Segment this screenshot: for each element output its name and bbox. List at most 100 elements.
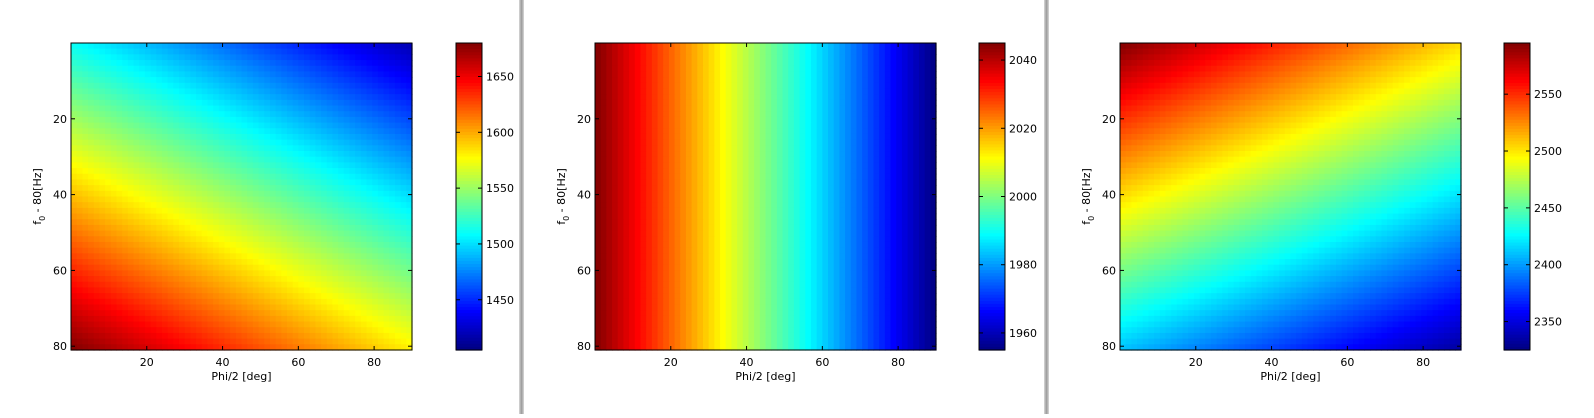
heatmap-cell (196, 225, 202, 231)
heatmap-cell (219, 151, 225, 157)
heatmap-cell (276, 287, 282, 293)
heatmap-cell (179, 202, 185, 208)
heatmap-cell (389, 77, 395, 83)
heatmap-cell (253, 265, 259, 271)
heatmap-cell (595, 174, 601, 180)
heatmap-cell (652, 66, 658, 72)
heatmap-cell (224, 305, 230, 311)
heatmap-cell (219, 236, 225, 242)
heatmap-cell (151, 145, 157, 151)
heatmap-cell (77, 316, 83, 322)
heatmap-cell (714, 168, 720, 174)
heatmap-cell (378, 208, 384, 214)
heatmap-cell (349, 49, 355, 55)
heatmap-cell (128, 202, 134, 208)
heatmap-cell (902, 151, 908, 157)
heatmap-cell (94, 327, 100, 333)
heatmap-cell (919, 157, 925, 163)
heatmap-cell (925, 134, 931, 140)
heatmap-cell (122, 157, 128, 163)
heatmap-cell (128, 168, 134, 174)
heatmap-cell (908, 60, 914, 66)
heatmap-cell (298, 253, 304, 259)
heatmap-cell (885, 111, 891, 117)
heatmap-cell (128, 282, 134, 288)
heatmap-cell (185, 282, 191, 288)
heatmap-cell (179, 197, 185, 203)
heatmap-cell (82, 305, 88, 311)
heatmap-cell (714, 145, 720, 151)
heatmap-cell (287, 225, 293, 231)
heatmap-cell (389, 327, 395, 333)
heatmap-cell (264, 151, 270, 157)
heatmap-cell (116, 270, 122, 276)
heatmap-cell (595, 77, 601, 83)
heatmap-cell (401, 202, 407, 208)
heatmap-cell (367, 208, 373, 214)
heatmap-cell (116, 299, 122, 305)
heatmap-cell (349, 282, 355, 288)
heatmap-cell (663, 179, 669, 185)
heatmap-cell (179, 276, 185, 282)
heatmap-cell (219, 293, 225, 299)
heatmap-cell (281, 54, 287, 60)
heatmap-cell (646, 157, 652, 163)
heatmap-cell (270, 88, 276, 94)
heatmap-cell (873, 83, 879, 89)
heatmap-cell (293, 134, 299, 140)
heatmap-cell (298, 88, 304, 94)
heatmap-cell (293, 49, 299, 55)
heatmap-cell (99, 231, 105, 237)
heatmap-cell (389, 134, 395, 140)
heatmap-cell (190, 88, 196, 94)
heatmap-cell (310, 219, 316, 225)
heatmap-cell (116, 157, 122, 163)
heatmap-cell (71, 208, 77, 214)
heatmap-cell (783, 128, 789, 134)
heatmap-cell (675, 54, 681, 60)
heatmap-cell (190, 100, 196, 106)
heatmap-cell (236, 236, 242, 242)
heatmap-cell (794, 111, 800, 117)
heatmap-cell (139, 134, 145, 140)
heatmap-cell (395, 197, 401, 203)
heatmap-cell (99, 299, 105, 305)
heatmap-cell (873, 100, 879, 106)
heatmap-cell (355, 66, 361, 72)
heatmap-cell (794, 66, 800, 72)
heatmap-cell (873, 117, 879, 123)
heatmap-cell (367, 43, 373, 49)
heatmap-cell (612, 179, 618, 185)
heatmap-cell (270, 151, 276, 157)
heatmap-cell (349, 248, 355, 254)
heatmap-cell (834, 88, 840, 94)
heatmap-cell (851, 117, 857, 123)
heatmap-cell (332, 202, 338, 208)
heatmap-cell (378, 49, 384, 55)
heatmap-cell (298, 60, 304, 66)
heatmap-cell (794, 88, 800, 94)
heatmap-cell (179, 54, 185, 60)
heatmap-cell (213, 208, 219, 214)
heatmap-cell (646, 128, 652, 134)
heatmap-cell (139, 162, 145, 168)
heatmap-cell (111, 140, 117, 146)
heatmap-cell (71, 202, 77, 208)
heatmap-cell (771, 43, 777, 49)
heatmap-cell (663, 106, 669, 112)
heatmap-cell (703, 111, 709, 117)
heatmap-cell (395, 191, 401, 197)
heatmap-cell (635, 134, 641, 140)
heatmap-cell (202, 333, 208, 339)
heatmap-cell (384, 60, 390, 66)
heatmap-cell (105, 197, 111, 203)
heatmap-cell (315, 197, 321, 203)
heatmap-cell (82, 111, 88, 117)
heatmap-cell (361, 333, 367, 339)
heatmap-cell (595, 191, 601, 197)
heatmap-cell (71, 106, 77, 112)
heatmap-cell (105, 276, 111, 282)
heatmap-cell (304, 100, 310, 106)
heatmap-cell (247, 49, 253, 55)
heatmap-cell (168, 157, 174, 163)
